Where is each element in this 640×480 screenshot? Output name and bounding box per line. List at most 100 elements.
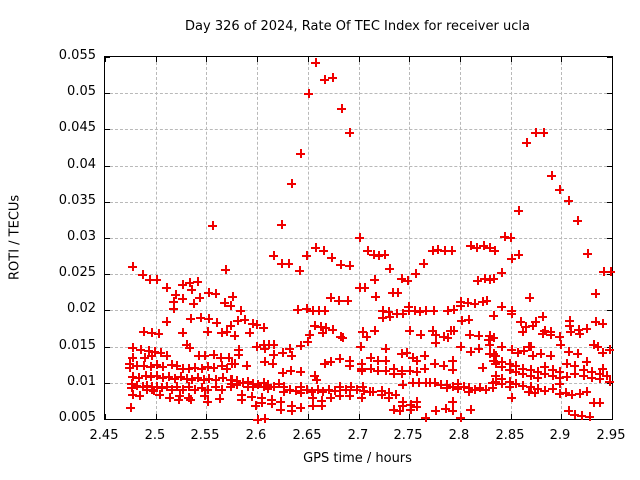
data-point-marker [132,381,141,390]
data-point-marker [337,104,346,113]
x-tick-mark [156,57,157,62]
data-point-marker [197,364,206,373]
data-point-marker [245,328,254,337]
data-point-marker [126,403,135,412]
data-point-marker [278,368,287,377]
x-tick-label: 2.55 [190,428,220,443]
data-point-marker [203,397,212,406]
data-point-marker [345,128,354,137]
y-tick-label: 0.01 [67,374,96,389]
data-point-marker [555,379,564,388]
y-tick-label: 0.005 [58,410,96,425]
data-point-marker [465,330,474,339]
data-point-marker [514,250,523,259]
data-point-marker [343,296,352,305]
data-point-marker [247,392,256,401]
data-point-marker [570,369,579,378]
data-point-marker [397,369,406,378]
data-point-marker [357,366,366,375]
data-point-marker [570,361,579,370]
x-tick-label: 2.95 [596,428,626,443]
data-point-marker [456,301,465,310]
data-point-marker [370,275,379,284]
data-point-marker [278,348,287,357]
data-point-marker [562,359,571,368]
data-point-marker [370,326,379,335]
y-tick-mark [105,166,110,167]
data-point-marker [538,312,547,321]
y-gridline [105,93,612,94]
data-point-marker [561,388,570,397]
data-point-marker [194,351,203,360]
data-point-marker [222,364,231,373]
data-point-marker [556,340,565,349]
data-point-marker [187,285,196,294]
x-tick-label: 2.85 [495,428,525,443]
data-point-marker [303,337,312,346]
data-point-marker [598,319,607,328]
data-point-marker [257,393,266,402]
data-point-marker [321,323,330,332]
data-point-marker [403,276,412,285]
data-point-marker [466,241,475,250]
data-point-marker [565,316,574,325]
data-point-marker [412,397,421,406]
y-tick-mark [105,93,110,94]
data-point-marker [457,316,466,325]
data-point-marker [308,393,317,402]
x-tick-mark [359,57,360,62]
data-point-marker [566,327,575,336]
data-point-marker [146,362,155,371]
data-point-marker [489,274,498,283]
data-point-marker [547,171,556,180]
data-point-marker [449,305,458,314]
data-point-marker [171,290,180,299]
data-point-marker [277,220,286,229]
data-point-marker [346,382,355,391]
data-point-marker [263,384,272,393]
data-point-marker [312,375,321,384]
data-point-marker [518,369,527,378]
y-tick-mark [105,347,110,348]
data-point-marker [237,395,246,404]
data-point-marker [595,374,604,383]
data-point-marker [167,385,176,394]
data-point-marker [152,371,161,380]
data-point-marker [485,340,494,349]
data-point-marker [540,369,549,378]
data-point-marker [252,320,261,329]
data-point-marker [189,299,198,308]
data-point-marker [410,306,419,315]
data-point-marker [308,306,317,315]
data-point-marker [526,371,535,380]
data-point-marker [212,318,221,327]
data-point-marker [564,406,573,415]
data-point-marker [497,379,506,388]
x-tick-mark [206,414,207,419]
data-point-marker [443,306,452,315]
data-point-marker [269,251,278,260]
x-tick-mark [561,57,562,62]
data-point-marker [154,329,163,338]
data-point-marker [287,401,296,410]
data-point-marker [162,283,171,292]
data-point-marker [355,233,364,242]
data-point-marker [147,351,156,360]
data-point-marker [431,330,440,339]
data-point-marker [371,292,380,301]
data-point-marker [599,267,608,276]
data-point-marker [377,390,386,399]
data-point-marker [152,382,161,391]
data-point-marker [260,357,269,366]
data-point-marker [259,323,268,332]
data-point-marker [446,326,455,335]
data-point-marker [318,387,327,396]
y-gridline [105,166,612,167]
data-point-marker [211,375,220,384]
data-point-marker [497,362,506,371]
data-point-marker [575,329,584,338]
data-point-marker [531,317,540,326]
data-point-marker [441,404,450,413]
y-tick-mark [105,383,110,384]
data-point-marker [526,342,535,351]
